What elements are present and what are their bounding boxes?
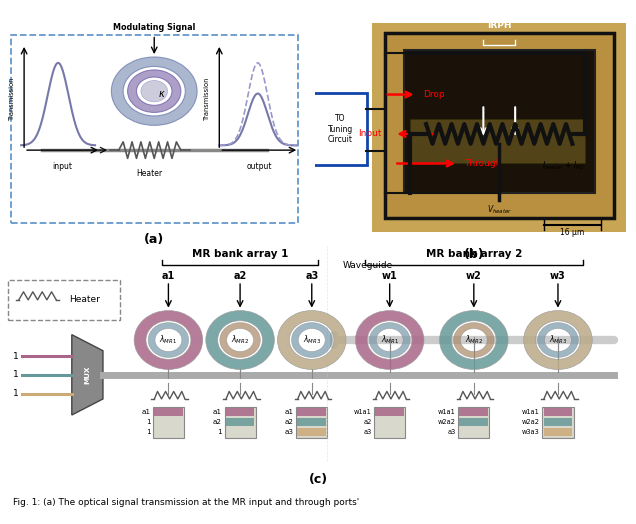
Text: $\lambda_{MR2}$: $\lambda_{MR2}$: [231, 334, 249, 346]
Text: $\lambda_{MR3}$: $\lambda_{MR3}$: [549, 334, 567, 346]
Text: (a): (a): [144, 233, 164, 246]
FancyBboxPatch shape: [153, 407, 184, 438]
Text: a3: a3: [285, 429, 294, 435]
Text: MR bank array 2: MR bank array 2: [425, 249, 522, 259]
Text: 1: 1: [13, 370, 18, 379]
Text: $\lambda_{MR1}$: $\lambda_{MR1}$: [381, 334, 399, 346]
Text: a2: a2: [213, 419, 222, 425]
Text: IRPH: IRPH: [487, 21, 511, 30]
FancyBboxPatch shape: [296, 407, 328, 438]
Text: Heater: Heater: [137, 169, 163, 178]
Text: 1: 1: [13, 389, 18, 398]
Bar: [226, 418, 254, 426]
Text: a1: a1: [141, 409, 150, 415]
Text: $I_{heater}$ + $I_{PD}$: $I_{heater}$ + $I_{PD}$: [542, 159, 584, 172]
Text: Heater: Heater: [69, 296, 100, 304]
Text: a3: a3: [305, 271, 319, 281]
Text: w2a2: w2a2: [438, 419, 456, 425]
Text: Input: Input: [358, 129, 382, 138]
Text: a3: a3: [448, 429, 456, 435]
Text: $\kappa$: $\kappa$: [158, 89, 165, 99]
Text: output: output: [247, 162, 272, 171]
Text: a1: a1: [213, 409, 222, 415]
Text: Modulating Signal: Modulating Signal: [113, 23, 195, 32]
FancyBboxPatch shape: [543, 407, 574, 438]
Text: Fig. 1: (a) The optical signal transmission at the MR input and through ports': Fig. 1: (a) The optical signal transmiss…: [13, 498, 359, 507]
Bar: [544, 429, 572, 436]
Text: 1: 1: [218, 429, 222, 435]
FancyBboxPatch shape: [372, 23, 626, 233]
Text: MUX: MUX: [85, 366, 90, 384]
FancyBboxPatch shape: [225, 407, 256, 438]
Text: w2a2: w2a2: [522, 419, 540, 425]
Bar: [459, 408, 488, 416]
Text: Through: Through: [464, 159, 502, 168]
Text: Transmission: Transmission: [10, 77, 15, 120]
Bar: [226, 408, 254, 416]
Text: 1: 1: [13, 352, 18, 361]
FancyBboxPatch shape: [410, 119, 585, 163]
Text: $V_{heater}$: $V_{heater}$: [487, 204, 512, 216]
Text: a1: a1: [285, 409, 294, 415]
Text: a2: a2: [285, 419, 294, 425]
Bar: [544, 418, 572, 426]
Text: (c): (c): [308, 473, 328, 486]
Text: a3: a3: [363, 429, 371, 435]
Text: w1: w1: [382, 271, 398, 281]
Text: 1: 1: [146, 419, 150, 425]
FancyBboxPatch shape: [404, 50, 595, 193]
FancyBboxPatch shape: [8, 280, 120, 320]
Text: (b): (b): [464, 248, 484, 261]
Bar: [544, 408, 572, 416]
Text: input: input: [53, 162, 73, 171]
FancyBboxPatch shape: [459, 407, 490, 438]
FancyBboxPatch shape: [385, 33, 614, 217]
Text: TO
Tuning
Circuit: TO Tuning Circuit: [328, 114, 353, 144]
FancyBboxPatch shape: [314, 93, 368, 165]
Text: w3: w3: [550, 271, 566, 281]
Text: MR bank array 1: MR bank array 1: [192, 249, 288, 259]
FancyBboxPatch shape: [374, 407, 405, 438]
Text: 16 μm: 16 μm: [560, 228, 584, 237]
Text: a2: a2: [233, 271, 247, 281]
Text: $\lambda_{MR2}$: $\lambda_{MR2}$: [465, 334, 483, 346]
Bar: [154, 408, 183, 416]
Text: w1a1: w1a1: [522, 409, 540, 415]
Text: Transmission: Transmission: [204, 77, 211, 120]
Text: a1: a1: [162, 271, 175, 281]
Bar: [459, 418, 488, 426]
Text: w1a1: w1a1: [354, 409, 371, 415]
Text: Drop: Drop: [423, 90, 445, 99]
Bar: [298, 429, 326, 436]
Circle shape: [141, 81, 167, 102]
Text: Waveguide: Waveguide: [343, 260, 393, 269]
Text: $\lambda_{MR3}$: $\lambda_{MR3}$: [303, 334, 321, 346]
Polygon shape: [72, 335, 103, 415]
Text: 1: 1: [146, 429, 150, 435]
Text: w3a3: w3a3: [522, 429, 540, 435]
Text: w1a1: w1a1: [438, 409, 456, 415]
Bar: [298, 408, 326, 416]
Text: $\lambda_{MR1}$: $\lambda_{MR1}$: [160, 334, 177, 346]
Bar: [375, 408, 404, 416]
Text: a2: a2: [363, 419, 371, 425]
Text: w2: w2: [466, 271, 481, 281]
Bar: [298, 418, 326, 426]
